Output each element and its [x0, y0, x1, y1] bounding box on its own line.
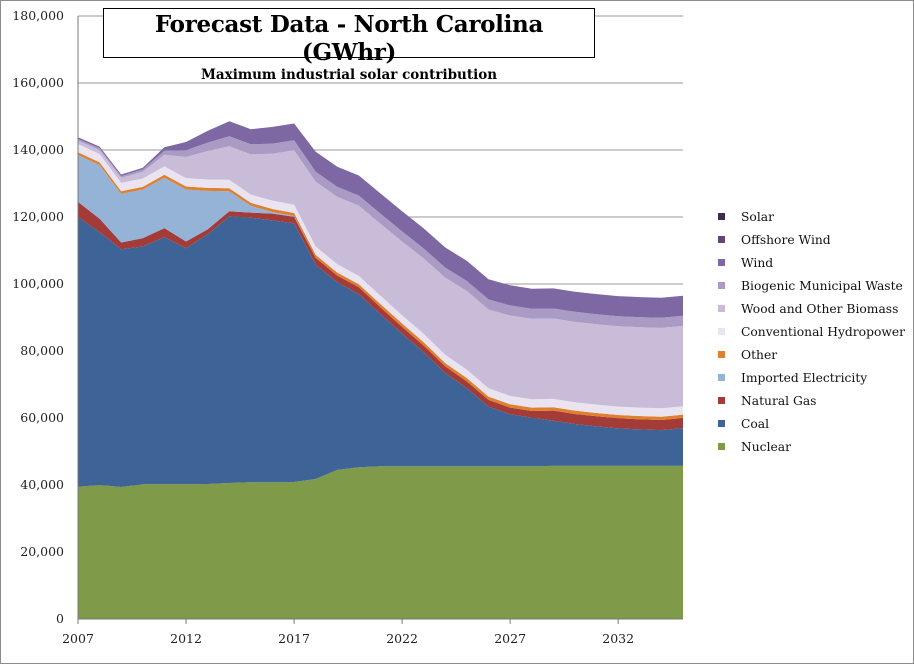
area-nuclear: [78, 465, 683, 619]
x-tick-label: 2017: [278, 631, 310, 646]
legend-label: Imported Electricity: [741, 370, 868, 385]
area-wood-and-other-biomass: [78, 140, 683, 409]
legend-label: Wind: [741, 255, 774, 270]
legend-swatch: [718, 420, 725, 427]
x-tick-label: 2022: [386, 631, 418, 646]
x-tick-label: 2007: [62, 631, 94, 646]
legend-item-other: Other: [718, 343, 908, 366]
chart-subtitle: Maximum industrial solar contribution: [200, 67, 498, 83]
chart-title-box: Forecast Data - North Carolina (GWhr) Ma…: [103, 8, 595, 83]
x-tick-label: 2012: [170, 631, 202, 646]
legend-item-offshore-wind: Offshore Wind: [718, 228, 908, 251]
legend-swatch: [718, 374, 725, 381]
legend-swatch: [718, 236, 725, 243]
legend-label: Nuclear: [741, 439, 791, 454]
legend-label: Wood and Other Biomass: [741, 301, 899, 316]
y-tick-label: 120,000: [12, 209, 64, 224]
y-tick-label: 20,000: [20, 544, 64, 559]
legend-swatch: [718, 443, 725, 450]
y-tick-label: 60,000: [20, 410, 64, 425]
legend-swatch: [718, 259, 725, 266]
legend-item-nuclear: Nuclear: [718, 435, 908, 458]
legend-swatch: [718, 351, 725, 358]
legend-label: Solar: [741, 209, 774, 224]
legend-label: Conventional Hydropower: [741, 324, 906, 339]
chart-title: Forecast Data - North Carolina (GWhr): [154, 11, 544, 66]
legend-item-wind: Wind: [718, 251, 908, 274]
y-tick-label: 80,000: [20, 343, 64, 358]
legend-swatch: [718, 328, 725, 335]
legend-item-solar: Solar: [718, 205, 908, 228]
y-tick-label: 40,000: [20, 477, 64, 492]
x-tick-label: 2032: [602, 631, 634, 646]
area-wind: [78, 121, 683, 318]
legend-label: Offshore Wind: [741, 232, 831, 247]
legend-label: Coal: [741, 416, 770, 431]
legend-item-imported-electricity: Imported Electricity: [718, 366, 908, 389]
legend-swatch: [718, 305, 725, 312]
legend-item-wood-and-other-biomass: Wood and Other Biomass: [718, 297, 908, 320]
x-tick-label: 2027: [494, 631, 526, 646]
y-tick-label: 160,000: [12, 75, 64, 90]
y-tick-label: 0: [56, 611, 64, 626]
legend-label: Biogenic Municipal Waste: [741, 278, 903, 293]
legend-item-conventional-hydropower: Conventional Hydropower: [718, 320, 908, 343]
y-tick-label: 140,000: [12, 142, 64, 157]
legend-item-natural-gas: Natural Gas: [718, 389, 908, 412]
legend-label: Other: [741, 347, 778, 362]
legend-label: Natural Gas: [741, 393, 817, 408]
legend-swatch: [718, 282, 725, 289]
area-coal: [78, 216, 683, 488]
legend-swatch: [718, 213, 725, 220]
legend-item-biogenic-municipal-waste: Biogenic Municipal Waste: [718, 274, 908, 297]
y-tick-label: 180,000: [12, 8, 64, 23]
y-tick-label: 100,000: [12, 276, 64, 291]
chart-legend: Solar Offshore Wind Wind Biogenic Municipal…: [718, 205, 908, 458]
legend-item-coal: Coal: [718, 412, 908, 435]
legend-swatch: [718, 397, 725, 404]
